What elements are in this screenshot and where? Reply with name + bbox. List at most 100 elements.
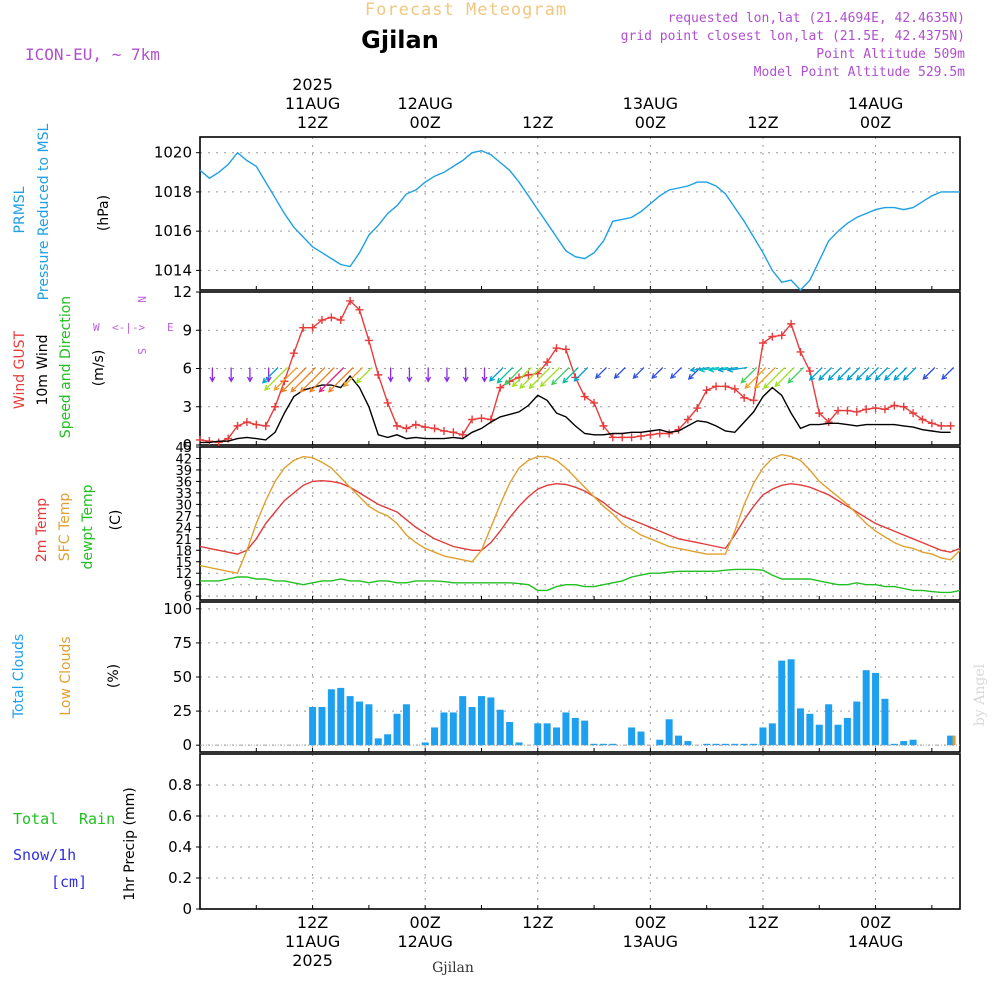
total-clouds-bar <box>731 743 739 746</box>
gust-marker <box>364 336 373 345</box>
wind-panel-labels: Wind GUST 10m Wind Speed and Direction (… <box>12 296 174 438</box>
gust-marker <box>317 316 326 325</box>
total-clouds-bar <box>665 719 673 746</box>
total-clouds-bar <box>684 741 692 746</box>
top-time-label: 12AUG <box>397 94 452 113</box>
point-altitude: Point Altitude 509m <box>816 47 965 62</box>
gust-marker <box>411 420 420 429</box>
pressure-panel: 1014 1016 1018 1020 <box>154 136 961 292</box>
total-clouds-bar <box>543 723 551 746</box>
wind-arrow <box>504 367 523 386</box>
temp-ytick-label: 18 <box>175 544 192 559</box>
total-clouds-bar <box>900 741 908 746</box>
total-clouds-bar <box>459 696 467 746</box>
gust-marker <box>430 424 439 433</box>
total-clouds-bar <box>721 743 729 746</box>
wind-arrow <box>922 367 936 380</box>
total-clouds-bar <box>449 712 457 746</box>
total-clouds-bar <box>384 734 392 746</box>
temp-ytick-label: 9 <box>184 579 192 594</box>
gust-marker <box>468 415 477 424</box>
total-clouds-bar <box>825 704 833 746</box>
precip-ytick-label: 0.8 <box>168 776 192 794</box>
wind-arrow <box>941 367 955 380</box>
wind-arrow <box>632 367 645 380</box>
gust-marker <box>393 421 402 430</box>
gust-marker <box>590 398 599 407</box>
wind-arrow <box>883 367 898 381</box>
total-clouds-bar <box>440 712 448 746</box>
total-clouds-bar <box>346 696 354 746</box>
gust-marker <box>899 402 908 411</box>
gust-marker <box>280 377 289 386</box>
wind-label: 10m Wind <box>35 334 51 405</box>
precip-panel: 0 0.2 0.4 0.6 0.8 <box>168 753 961 918</box>
total-clouds-bar <box>768 723 776 746</box>
sfc-temp-line <box>199 453 961 575</box>
temp-ytick-label: 27 <box>175 510 192 525</box>
wind-arrow <box>511 367 532 388</box>
watermark: by Angel <box>972 663 988 726</box>
cloud-panel-labels: Total Clouds Low Clouds (%) <box>11 634 122 719</box>
low-clouds-bar <box>952 735 956 746</box>
gust-marker <box>289 349 298 358</box>
gust-marker <box>918 415 927 424</box>
total-clouds-bar <box>675 735 683 746</box>
wind-arrow <box>443 367 450 383</box>
precip-ytick-label: 0.2 <box>168 869 192 887</box>
wind-arrow <box>874 367 889 381</box>
gust-marker <box>890 401 899 410</box>
total-clouds-bar <box>477 696 485 746</box>
compass-e: E <box>167 321 174 334</box>
gust-marker <box>880 405 889 414</box>
gust-marker <box>327 313 336 322</box>
gust-marker <box>214 438 223 447</box>
precip-panel-labels: Total Rain Snow/1h [cm] 1hr Precip (mm) <box>13 787 138 900</box>
wind-arrow <box>818 367 833 381</box>
gust-marker <box>768 332 777 341</box>
wind-arrow <box>481 367 488 383</box>
total-clouds-bar <box>487 697 495 746</box>
wind-arrow <box>744 367 767 390</box>
wind-ytick-label: 6 <box>182 360 192 378</box>
gust-marker <box>205 437 214 446</box>
wind-arrow <box>573 367 589 382</box>
wind-arrow <box>342 367 363 388</box>
total-clouds-bar <box>337 687 345 746</box>
top-time-label: 14AUG <box>848 94 903 113</box>
total-clouds-bar <box>703 743 711 746</box>
top-time-label: 11AUG <box>285 94 340 113</box>
temp-ytick-label: 12 <box>175 567 192 582</box>
gust-marker <box>909 409 918 418</box>
gust-marker <box>871 404 880 413</box>
footer-location: Gjilan <box>432 960 474 976</box>
top-time-label: 12Z <box>747 113 778 132</box>
wind-arrow <box>290 367 317 393</box>
wind-arrow <box>528 367 551 390</box>
clouds-unit: (%) <box>106 664 122 688</box>
wind-arrow <box>519 367 542 390</box>
total-clouds-bar <box>740 743 748 746</box>
gust-marker <box>712 382 721 391</box>
wind-arrow <box>425 367 432 383</box>
wind-arrow <box>273 367 298 391</box>
total-clouds-bar <box>759 727 767 746</box>
gust-marker <box>543 358 552 367</box>
gust-marker <box>693 404 702 413</box>
gust-marker <box>308 323 317 332</box>
total-clouds-bar <box>815 724 823 746</box>
total-clouds-bar <box>553 727 561 746</box>
gust-marker <box>374 370 383 379</box>
precip-unit: 1hr Precip (mm) <box>122 787 138 900</box>
total-clouds-bar <box>787 659 795 746</box>
compass-n: N <box>135 296 148 303</box>
wind-arrow <box>753 367 776 390</box>
speed-dir-label: Speed and Direction <box>58 296 74 438</box>
gust-marker <box>477 414 486 423</box>
total-clouds-bar <box>872 672 880 746</box>
gust-marker <box>627 433 636 442</box>
wind-arrow <box>488 367 504 382</box>
gust-marker <box>618 433 627 442</box>
bottom-time-label: 13AUG <box>623 932 678 951</box>
